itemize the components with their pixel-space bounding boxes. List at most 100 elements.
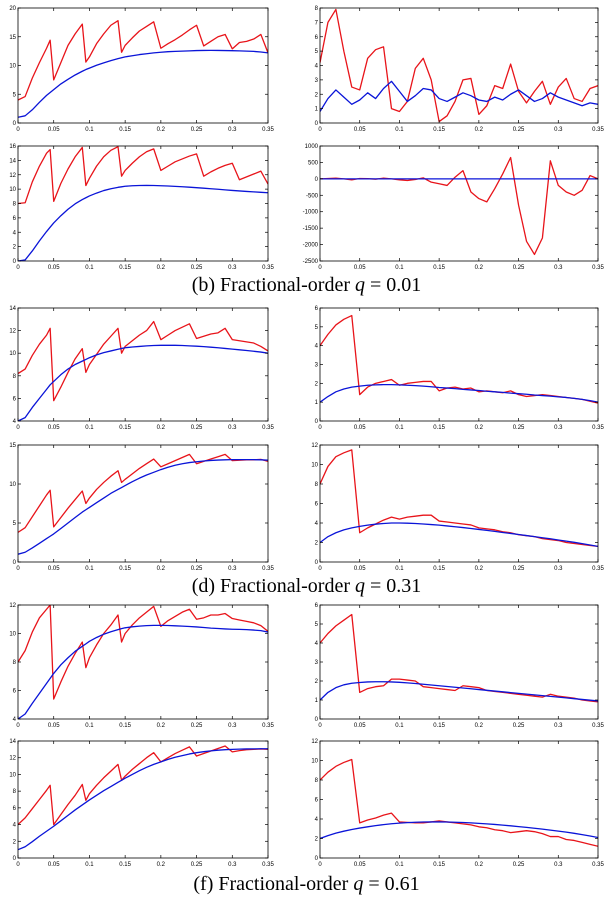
caption-d-var: q	[355, 575, 365, 597]
x-tick-label: 0.25	[513, 127, 525, 133]
caption-b-var: q	[355, 274, 365, 296]
y-tick-label: 14	[9, 158, 16, 164]
y-tick-label: 4	[315, 344, 319, 350]
y-tick-label: 4	[13, 717, 17, 723]
y-tick-label: 8	[315, 6, 319, 12]
x-tick-label: 0.05	[354, 127, 366, 133]
x-tick-label: 0.25	[191, 566, 203, 572]
y-tick-label: 2	[13, 245, 17, 251]
x-tick-label: 0.35	[592, 265, 604, 271]
plot-d-6: 0 0.05 0.1 0.15 0.2 0.25 0.3 0.35 0 5 10 15	[9, 443, 274, 572]
x-tick-label: 0.2	[157, 862, 166, 868]
y-tick-label: 1000	[305, 144, 319, 150]
y-tick-label: -2000	[303, 243, 319, 249]
y-tick-label: 6	[13, 216, 17, 222]
x-tick-label: 0.25	[513, 566, 525, 572]
y-tick-label: 6	[315, 35, 319, 41]
x-tick-label: 0.3	[554, 862, 563, 868]
series-line-blue	[320, 522, 598, 548]
x-tick-label: 0.15	[119, 425, 131, 431]
x-tick-label: 0	[318, 723, 322, 729]
x-tick-label: 0.2	[475, 127, 484, 133]
series-line-red	[320, 449, 598, 548]
y-tick-label: 14	[9, 306, 16, 312]
series-line-blue	[18, 624, 268, 719]
y-tick-label: 10	[9, 64, 16, 70]
x-tick-label: 0.2	[475, 723, 484, 729]
y-tick-label: 5	[315, 622, 319, 628]
x-tick-label: 0.2	[157, 425, 166, 431]
series-line-blue	[320, 80, 598, 112]
x-tick-label: 0.3	[554, 425, 563, 431]
x-tick-label: 0.25	[191, 723, 203, 729]
x-tick-label: 0.15	[433, 265, 445, 271]
y-tick-label: 0	[13, 856, 17, 862]
plot-f-8: 0 0.05 0.1 0.15 0.2 0.25 0.3 0.35 4 6 8 10 12	[9, 603, 274, 729]
y-tick-label: -2500	[303, 259, 319, 265]
caption-f-var: q	[353, 873, 364, 895]
series-line-blue	[18, 184, 268, 261]
plot-f-10: 0 0.05 0.1 0.15 0.2 0.25 0.3 0.35 0 2 4 6 8 10 12 14	[9, 739, 274, 868]
y-tick-label: 7	[315, 20, 319, 26]
x-tick-label: 0.2	[475, 566, 484, 572]
y-tick-label: 12	[9, 329, 16, 335]
series-line-red	[18, 605, 268, 700]
plot-b-3: 0 0.05 0.1 0.15 0.2 0.25 0.3 0.35 -2500 -2000 -150…	[303, 144, 605, 271]
y-tick-label: 2	[13, 839, 17, 845]
x-tick-label: 0.1	[395, 425, 404, 431]
x-tick-label: 0.25	[191, 127, 203, 133]
y-tick-label: 16	[9, 144, 16, 150]
y-tick-label: 0	[13, 560, 17, 566]
y-tick-label: 0	[315, 560, 319, 566]
x-tick-label: 0	[318, 425, 322, 431]
y-tick-label: 12	[9, 173, 16, 179]
y-tick-label: 3	[315, 363, 319, 369]
series-line-red	[18, 745, 268, 826]
x-tick-label: 0.3	[228, 265, 237, 271]
plot-f-11: 0 0.05 0.1 0.15 0.2 0.25 0.3 0.35 0 2 4 6 8 10 12	[311, 739, 604, 868]
x-tick-label: 0.35	[592, 425, 604, 431]
x-tick-label: 0.3	[228, 862, 237, 868]
x-tick-label: 0.05	[354, 425, 366, 431]
plot-frame	[17, 444, 269, 563]
y-tick-label: 8	[315, 482, 319, 488]
y-tick-label: 2	[315, 837, 319, 843]
x-tick-label: 0.05	[48, 425, 60, 431]
y-tick-label: 6	[315, 798, 319, 804]
y-tick-label: 12	[9, 756, 16, 762]
y-tick-label: 0	[13, 121, 17, 127]
x-tick-label: 0.25	[191, 862, 203, 868]
plot-frame	[17, 740, 269, 859]
series-line-red	[320, 613, 598, 703]
x-tick-label: 0.3	[228, 723, 237, 729]
y-tick-label: 0	[315, 856, 319, 862]
plot-frame	[319, 145, 599, 262]
series-line-red	[320, 314, 598, 404]
y-tick-label: 4	[315, 641, 319, 647]
x-tick-label: 0.35	[592, 723, 604, 729]
y-tick-label: 0	[315, 717, 319, 723]
x-tick-label: 0.15	[119, 566, 131, 572]
y-tick-label: 4	[315, 817, 319, 823]
series-line-blue	[18, 748, 268, 851]
x-tick-label: 0.15	[119, 862, 131, 868]
y-tick-label: 15	[9, 35, 16, 41]
y-tick-label: 5	[13, 521, 17, 527]
x-tick-label: 0.35	[592, 862, 604, 868]
x-tick-label: 0.3	[554, 127, 563, 133]
x-tick-label: 0.25	[513, 723, 525, 729]
y-tick-label: 4	[315, 64, 319, 70]
y-tick-label: 1	[315, 400, 319, 406]
x-tick-label: 0.15	[433, 425, 445, 431]
x-tick-label: 0.2	[475, 862, 484, 868]
x-tick-label: 0.35	[262, 265, 274, 271]
series-line-red	[18, 19, 268, 101]
caption-f-eq: = 0.61	[368, 873, 420, 895]
y-tick-label: 15	[9, 443, 16, 449]
y-tick-label: 14	[9, 739, 16, 745]
y-tick-label: 10	[9, 772, 16, 778]
x-tick-label: 0.05	[48, 566, 60, 572]
x-tick-label: 0.1	[395, 566, 404, 572]
y-tick-label: 8	[13, 789, 17, 795]
